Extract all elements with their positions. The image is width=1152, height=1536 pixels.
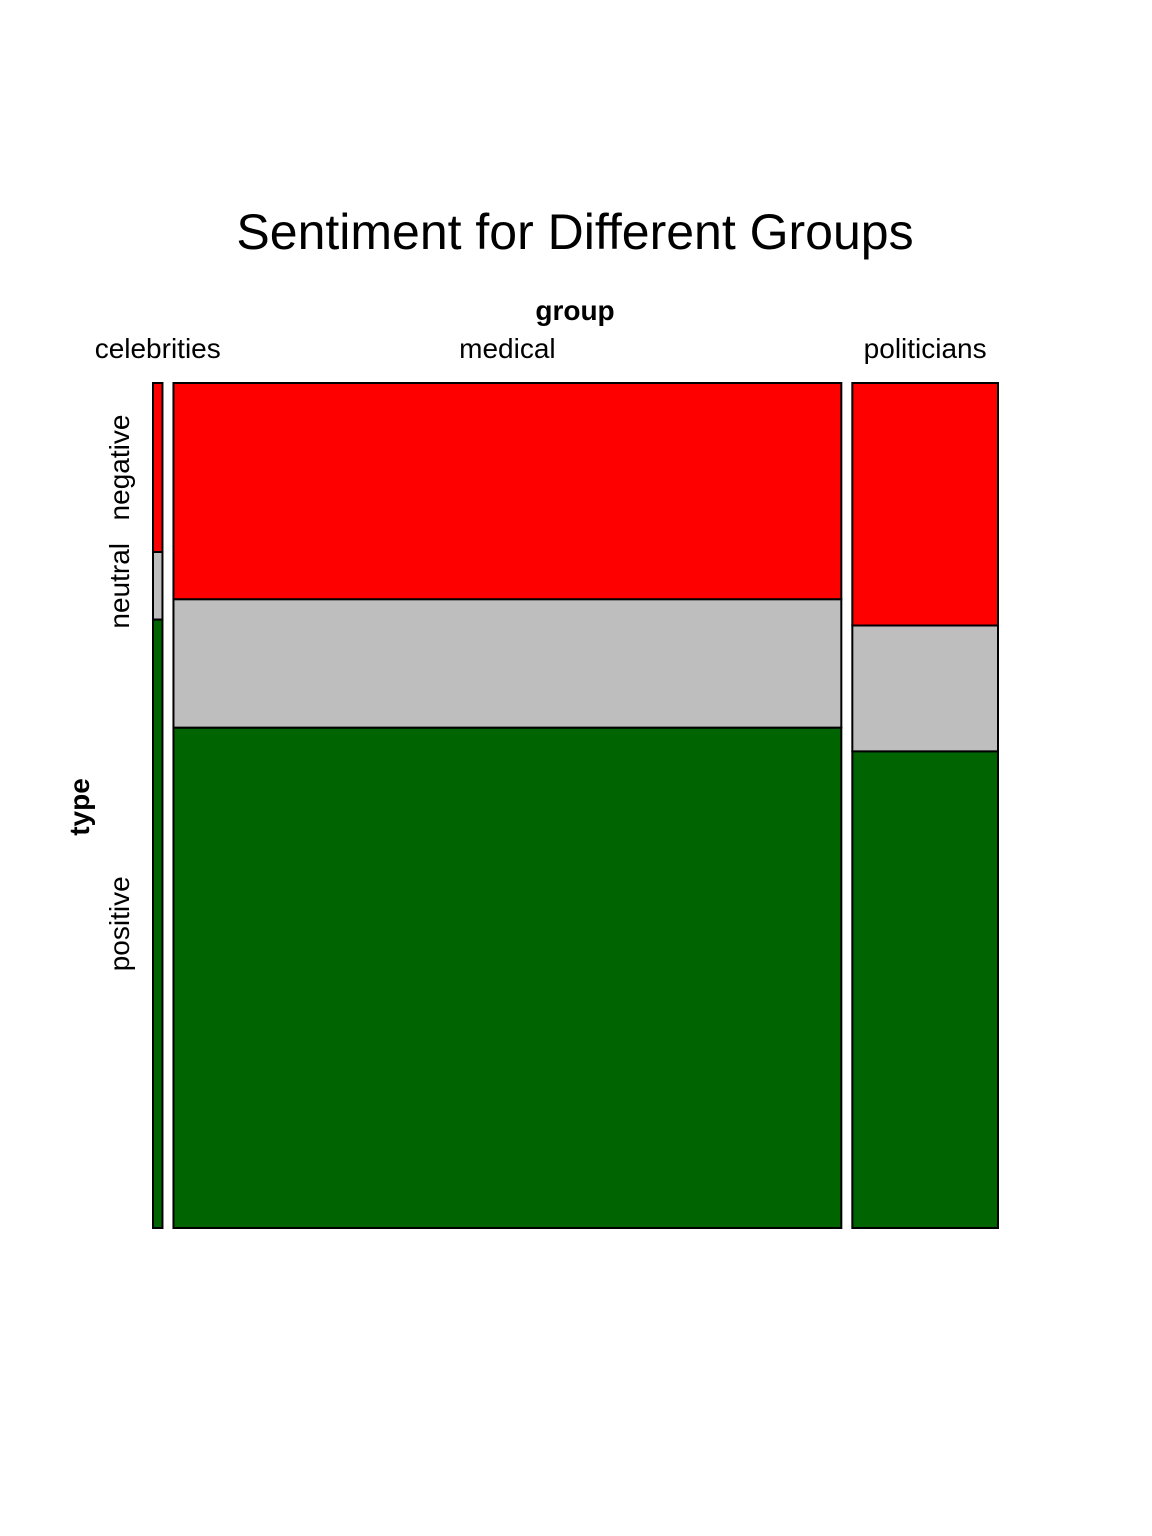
tile-medical-positive [172, 726, 843, 1229]
type-label-negative: negative [104, 415, 135, 521]
x-axis-variable-label: group [535, 295, 614, 326]
tile-celebrities-neutral [152, 551, 164, 621]
tile-politicians-neutral [851, 624, 1000, 753]
group-labels: celebrities medical politicians [95, 333, 987, 364]
type-label-positive: positive [104, 876, 135, 971]
tile-medical-neutral [172, 598, 843, 729]
mosaic-tiles [152, 382, 1000, 1229]
tile-medical-negative [172, 382, 843, 601]
tile-politicians-positive [851, 750, 1000, 1229]
tile-celebrities-positive [152, 618, 164, 1229]
group-label-medical: medical [459, 333, 555, 364]
group-label-celebrities: celebrities [95, 333, 221, 364]
type-label-neutral: neutral [104, 543, 135, 629]
chart-title: Sentiment for Different Groups [236, 204, 913, 260]
tile-celebrities-negative [152, 382, 164, 553]
type-labels: negative neutral positive [104, 415, 135, 972]
y-axis-variable-label: type [64, 778, 95, 836]
tile-politicians-negative [851, 382, 1000, 627]
group-label-politicians: politicians [864, 333, 987, 364]
